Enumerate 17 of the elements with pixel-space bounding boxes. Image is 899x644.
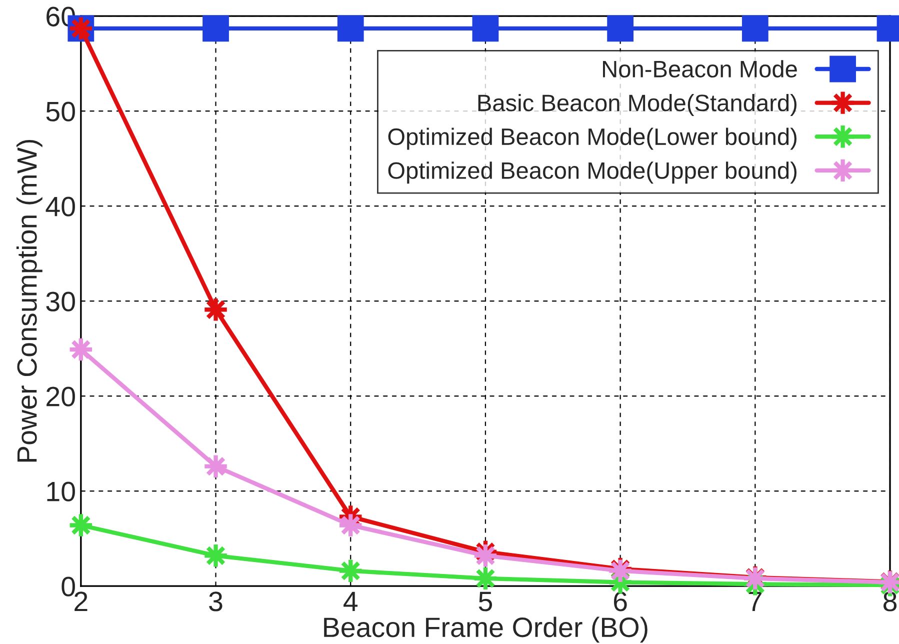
y-tick-label: 10 [47, 482, 75, 502]
y-axis-title: Power Consumption (mW) [16, 140, 42, 462]
legend-label: Basic Beacon Mode(Standard) [478, 94, 796, 116]
x-tick-label: 4 [344, 592, 358, 612]
y-tick-label: 50 [46, 102, 75, 122]
x-axis-title: Beacon Frame Order (BO) [324, 616, 648, 643]
x-tick-label: 3 [209, 592, 222, 612]
y-tick-label: 40 [46, 196, 75, 216]
y-tick-label: 0 [62, 576, 75, 596]
x-tick-label: 5 [478, 592, 492, 612]
y-tick-label: 20 [46, 386, 75, 406]
y-tick-label: 30 [46, 292, 75, 312]
legend-label: Optimized Beacon Mode(Upper bound) [388, 162, 796, 184]
legend-label: Optimized Beacon Mode(Lower bound) [388, 128, 796, 150]
x-tick-label: 6 [614, 592, 627, 612]
x-tick-label: 2 [74, 592, 88, 612]
legend-label: Non-Beacon Mode [603, 60, 797, 78]
